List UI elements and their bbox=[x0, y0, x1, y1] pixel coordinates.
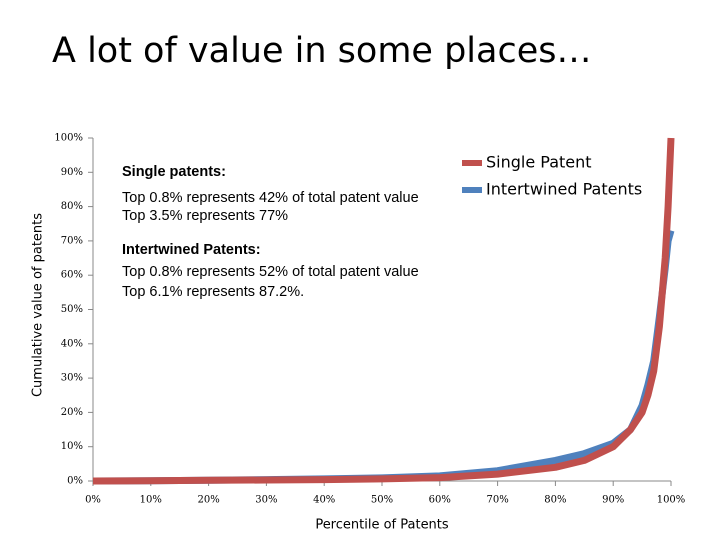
y-tick-label: 10% bbox=[61, 441, 83, 452]
annotation: Top 0.8% represents 42% of total patent … bbox=[122, 190, 419, 206]
x-tick-label: 60% bbox=[429, 495, 451, 506]
y-tick-label: 60% bbox=[61, 270, 83, 281]
x-axis-label: Percentile of Patents bbox=[315, 518, 449, 533]
x-tick-label: 80% bbox=[544, 495, 566, 506]
y-tick-label: 0% bbox=[67, 476, 83, 487]
annotation: Intertwined Patents: bbox=[122, 242, 261, 258]
legend-label: Single Patent bbox=[486, 153, 592, 172]
y-tick-label: 80% bbox=[61, 201, 83, 212]
x-tick-label: 30% bbox=[255, 495, 277, 506]
y-tick-label: 90% bbox=[61, 167, 83, 178]
y-tick-label: 40% bbox=[61, 338, 83, 349]
annotation: Top 0.8% represents 52% of total patent … bbox=[122, 264, 419, 280]
x-tick-label: 90% bbox=[602, 495, 624, 506]
x-tick-label: 40% bbox=[313, 495, 335, 506]
y-axis-label: Cumulative value of patents bbox=[31, 213, 46, 397]
annotation: Top 3.5% represents 77% bbox=[122, 208, 288, 224]
series-line bbox=[92, 137, 675, 485]
legend-label: Intertwined Patents bbox=[486, 180, 642, 199]
y-tick-label: 100% bbox=[54, 133, 83, 144]
y-tick-label: 50% bbox=[61, 304, 83, 315]
y-tick-label: 20% bbox=[61, 407, 83, 418]
slide-title: A lot of value in some places… bbox=[52, 31, 591, 71]
x-tick-label: 100% bbox=[657, 495, 686, 506]
x-tick-label: 0% bbox=[85, 495, 101, 506]
x-tick-label: 20% bbox=[197, 495, 219, 506]
x-tick-label: 50% bbox=[371, 495, 393, 506]
annotation: Top 6.1% represents 87.2%. bbox=[122, 284, 304, 300]
y-tick-label: 30% bbox=[61, 373, 83, 384]
y-tick-label: 70% bbox=[61, 235, 83, 246]
x-tick-label: 10% bbox=[140, 495, 162, 506]
x-tick-label: 70% bbox=[486, 495, 508, 506]
annotation: Single patents: bbox=[122, 164, 226, 180]
